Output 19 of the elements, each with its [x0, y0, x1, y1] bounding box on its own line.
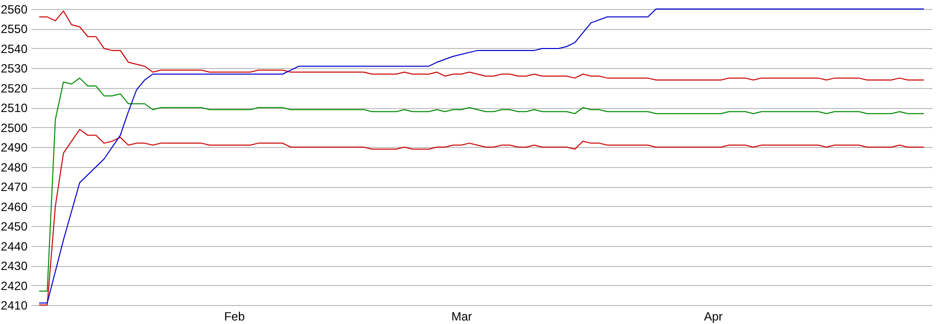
y-tick-label: 2500 — [0, 120, 28, 135]
y-tick-label: 2520 — [0, 81, 28, 96]
y-tick-label: 2490 — [0, 140, 28, 155]
x-tick-label: Apr — [704, 310, 723, 324]
x-tick-label: Feb — [224, 310, 246, 324]
y-tick-label: 2550 — [0, 22, 28, 36]
y-tick-label: 2510 — [0, 101, 28, 116]
x-tick-label: Mar — [451, 310, 472, 324]
y-tick-label: 2420 — [0, 278, 28, 293]
y-tick-label: 2410 — [0, 298, 28, 312]
y-tick-label: 2480 — [0, 160, 28, 174]
y-tick-label: 2530 — [0, 62, 28, 76]
y-tick-label: 2560 — [0, 2, 28, 16]
y-tick-label: 2470 — [0, 180, 28, 194]
y-tick-label: 2430 — [0, 259, 28, 274]
y-tick-label: 2450 — [0, 220, 28, 234]
y-tick-label: 2440 — [0, 239, 28, 254]
y-tick-label: 2460 — [0, 200, 28, 214]
y-tick-label: 2540 — [0, 42, 28, 56]
